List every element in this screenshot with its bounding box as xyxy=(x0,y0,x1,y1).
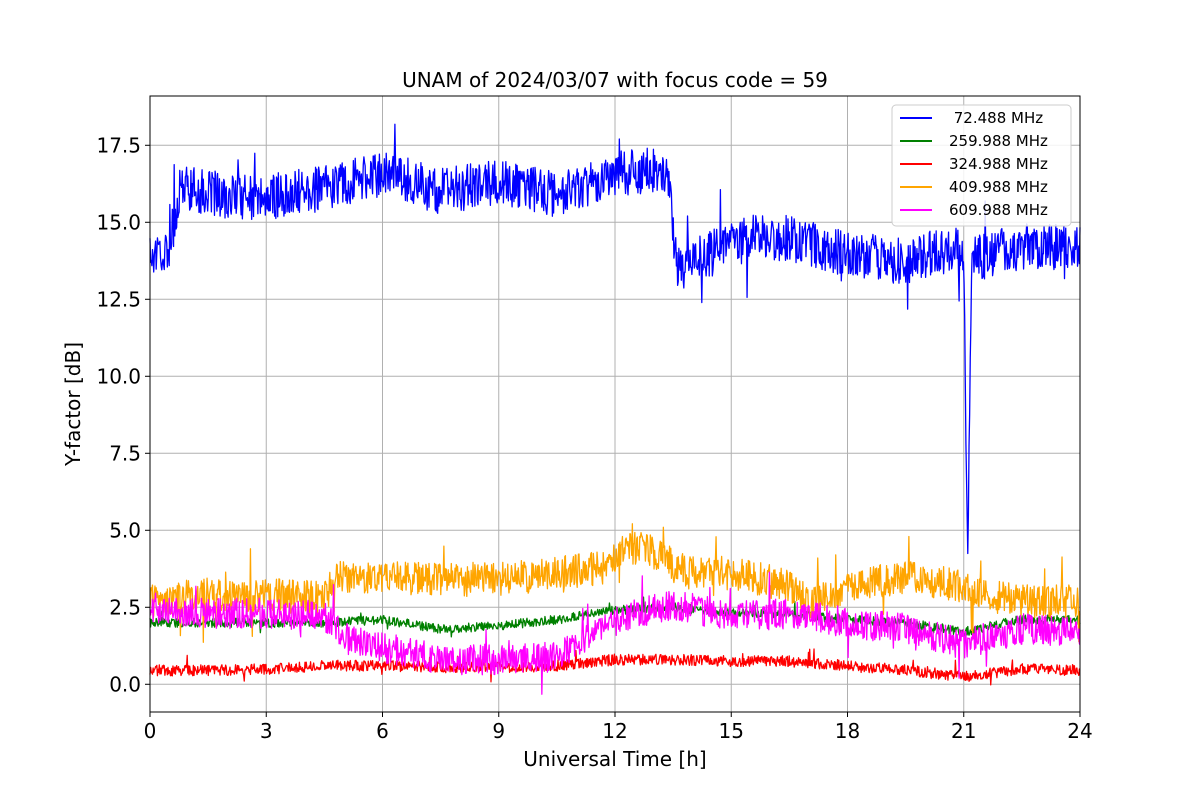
x-tick-label: 3 xyxy=(260,719,273,743)
y-tick-label: 0.0 xyxy=(109,672,141,696)
legend-label: 609.988 MHz xyxy=(949,201,1048,219)
x-tick-label: 9 xyxy=(492,719,505,743)
x-tick-label: 24 xyxy=(1067,719,1092,743)
x-tick-label: 6 xyxy=(376,719,389,743)
x-tick-label: 15 xyxy=(719,719,744,743)
legend-label: 324.988 MHz xyxy=(949,155,1048,173)
y-axis-label: Y-factor [dB] xyxy=(61,342,85,467)
x-axis-label: Universal Time [h] xyxy=(523,747,706,771)
legend-label: 72.488 MHz xyxy=(949,109,1043,127)
legend: 72.488 MHz 259.988 MHz 324.988 MHz 409.988 … xyxy=(891,104,1072,227)
legend-label: 409.988 MHz xyxy=(949,178,1048,196)
series-line xyxy=(149,123,1081,555)
x-tick-label: 18 xyxy=(835,719,860,743)
series-line xyxy=(149,571,1081,695)
y-tick-label: 15.0 xyxy=(96,210,141,234)
series-line xyxy=(149,648,1081,686)
y-tick-label: 10.0 xyxy=(96,364,141,388)
y-tick-label: 2.5 xyxy=(109,595,141,619)
legend-box xyxy=(891,104,1072,227)
y-tick-label: 12.5 xyxy=(96,287,141,311)
x-tick-label: 12 xyxy=(602,719,627,743)
series-line xyxy=(149,523,1081,643)
x-tick-label: 0 xyxy=(144,719,157,743)
y-tick-label: 5.0 xyxy=(109,518,141,542)
legend-label: 259.988 MHz xyxy=(949,132,1048,150)
series-line xyxy=(149,596,1081,638)
chart-title: UNAM of 2024/03/07 with focus code = 59 xyxy=(402,68,828,92)
ticks: 0 3 6 9 12 15 18 21 24 0.0 2.5 5.0 7.5 10.0 12.5 15.0 17… xyxy=(96,133,1092,743)
x-tick-label: 21 xyxy=(951,719,976,743)
series-layer xyxy=(149,123,1081,695)
y-tick-label: 17.5 xyxy=(96,133,141,157)
y-tick-label: 7.5 xyxy=(109,441,141,465)
